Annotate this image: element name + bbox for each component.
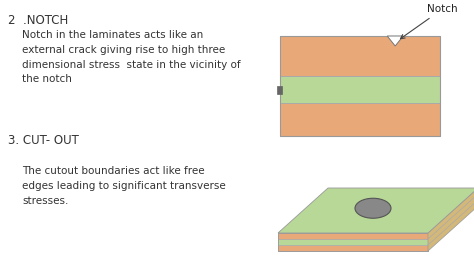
- Polygon shape: [387, 36, 403, 46]
- Bar: [278, 233, 428, 239]
- Ellipse shape: [355, 198, 391, 218]
- Polygon shape: [428, 188, 474, 251]
- Bar: [277, 86, 282, 94]
- Polygon shape: [278, 188, 474, 233]
- Text: Notch: Notch: [401, 4, 458, 39]
- Bar: [280, 36, 440, 76]
- Text: Notch in the laminates acts like an
external crack giving rise to high three
dim: Notch in the laminates acts like an exte…: [22, 30, 241, 84]
- Bar: [278, 245, 428, 251]
- Bar: [280, 36, 440, 136]
- Bar: [278, 233, 428, 251]
- Bar: [278, 239, 428, 245]
- Text: The cutout boundaries act like free
edges leading to significant transverse
stre: The cutout boundaries act like free edge…: [22, 166, 226, 206]
- Text: 3. CUT- OUT: 3. CUT- OUT: [8, 134, 79, 147]
- Bar: [280, 103, 440, 136]
- Bar: [280, 76, 440, 103]
- Text: 2  .NOTCH: 2 .NOTCH: [8, 14, 68, 27]
